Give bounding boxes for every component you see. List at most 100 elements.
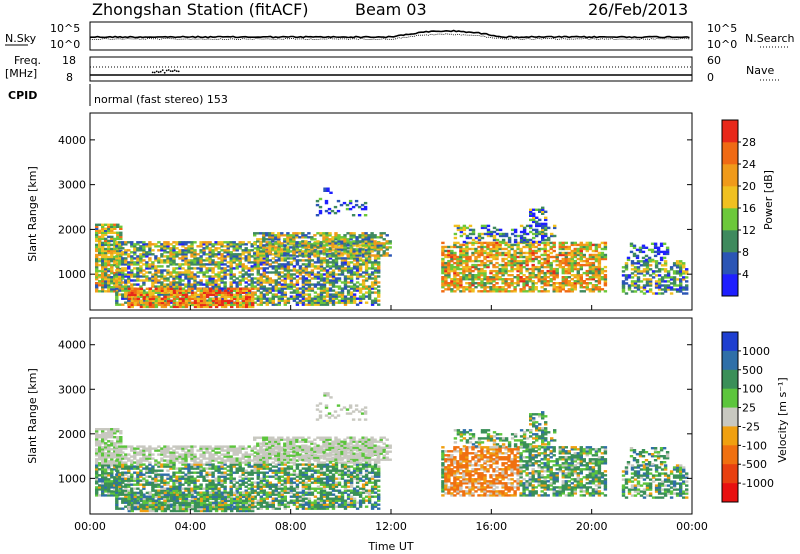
power-cell — [453, 267, 457, 271]
power-cell — [256, 232, 260, 235]
power-cell — [274, 236, 278, 239]
velocity-cell — [98, 478, 102, 481]
power-cell — [450, 288, 454, 291]
power-cell — [603, 274, 608, 277]
velocity-cell — [104, 478, 108, 481]
power-cell — [367, 289, 372, 292]
power-cell — [301, 234, 305, 237]
power-cell — [256, 250, 260, 253]
power-cell — [107, 290, 111, 293]
power-cell — [447, 282, 451, 285]
power-cell — [325, 269, 330, 272]
power-cell — [450, 255, 454, 259]
power-cell — [166, 293, 170, 296]
power-cell — [124, 261, 128, 264]
power-cell — [107, 247, 111, 251]
power-cell — [227, 295, 231, 299]
power-cell — [337, 265, 342, 268]
velocity-cell — [116, 442, 120, 445]
power-cell — [181, 249, 185, 252]
velocity-cell — [139, 451, 143, 454]
power-cell — [148, 289, 152, 292]
power-cell — [483, 282, 487, 285]
power-cell — [235, 285, 239, 288]
velocity-cell — [136, 471, 140, 474]
power-cell — [645, 282, 650, 285]
power-cell — [552, 284, 556, 287]
power-cell — [666, 274, 671, 277]
velocity-cell — [110, 490, 114, 493]
power-cell — [525, 257, 529, 261]
velocity-cell — [139, 471, 143, 474]
power-cell — [166, 273, 170, 276]
power-cell — [136, 243, 140, 246]
velocity-cell — [113, 432, 117, 435]
power-cell — [107, 261, 111, 265]
power-cell — [247, 275, 251, 278]
power-cell — [495, 271, 499, 275]
power-cell — [295, 295, 300, 298]
power-cell — [190, 283, 194, 286]
velocity-cell — [115, 503, 119, 506]
power-cell — [346, 269, 351, 272]
power-cell — [489, 290, 493, 293]
power-cell — [214, 265, 218, 268]
power-cell — [385, 254, 389, 257]
power-cell — [573, 267, 577, 271]
power-cell — [190, 295, 195, 299]
power-cell — [214, 263, 218, 266]
power-cell — [594, 253, 599, 257]
power-cell — [510, 265, 514, 269]
power-cell — [576, 280, 580, 283]
power-cell — [262, 275, 266, 278]
power-cell — [337, 299, 342, 302]
power-cell — [465, 249, 469, 253]
velocity-cell — [151, 497, 155, 500]
power-cell — [322, 285, 327, 288]
power-cell — [462, 226, 467, 230]
power-cell — [486, 245, 490, 249]
power-cell — [214, 253, 218, 256]
power-cell — [214, 285, 218, 288]
power-cell — [636, 262, 641, 265]
velocity-cell — [116, 476, 120, 479]
power-cell — [101, 231, 105, 234]
power-cell — [151, 291, 156, 294]
station-title: Zhongshan Station (fitACF) — [92, 0, 309, 19]
power-cell — [570, 251, 574, 255]
power-cell — [116, 225, 120, 228]
power-cell — [325, 303, 330, 306]
velocity-cell — [110, 462, 114, 465]
power-cell — [304, 265, 309, 268]
power-cell — [328, 240, 332, 243]
power-cell — [232, 259, 236, 262]
power-cell — [370, 291, 375, 294]
velocity-cell — [151, 469, 155, 472]
power-cell — [181, 287, 186, 290]
power-cell — [669, 268, 674, 271]
power-cell — [624, 266, 629, 269]
velocity-cell — [101, 492, 105, 495]
power-cell — [355, 267, 360, 270]
power-cell — [591, 249, 596, 253]
velocity-cell — [130, 463, 134, 466]
power-cell — [113, 247, 117, 251]
power-cell — [657, 274, 662, 277]
power-cell — [516, 245, 520, 249]
power-cell — [348, 201, 353, 205]
power-cell — [95, 282, 99, 285]
velocity-cell — [101, 452, 105, 455]
power-cell — [181, 259, 185, 262]
power-cell — [376, 236, 380, 239]
velocity-cell — [142, 479, 146, 482]
power-cell — [453, 284, 457, 287]
power-cell — [277, 283, 281, 286]
velocity-cell — [145, 457, 149, 460]
power-cell — [175, 275, 179, 278]
power-cell — [639, 264, 644, 267]
velocity-cell — [98, 480, 102, 483]
power-cell — [352, 295, 357, 298]
power-cell — [651, 276, 656, 279]
power-cell — [124, 243, 128, 246]
power-cell — [139, 255, 143, 258]
